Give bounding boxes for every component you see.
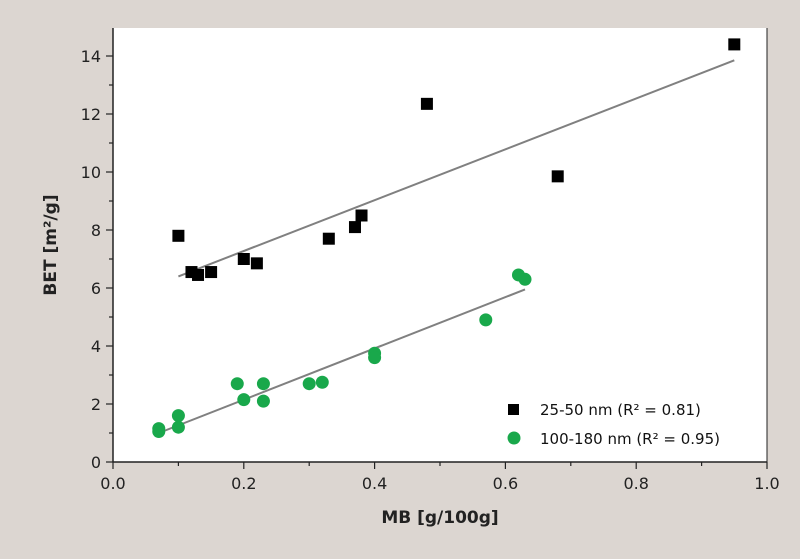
legend-marker-square xyxy=(508,404,519,415)
data-point-circle xyxy=(368,351,382,365)
data-point-square xyxy=(205,266,218,279)
data-point-circle xyxy=(171,409,185,423)
y-tick-label: 4 xyxy=(91,337,101,356)
fit-line-1 xyxy=(158,288,526,434)
x-tick-label: 0.2 xyxy=(231,474,256,493)
data-point-square xyxy=(355,209,368,222)
legend-label-100-180: 100-180 nm (R² = 0.95) xyxy=(540,430,720,448)
data-point-circle xyxy=(256,377,270,391)
data-point-square xyxy=(322,232,335,245)
data-point-square xyxy=(192,268,205,281)
data-point-circle xyxy=(302,377,316,391)
y-tick-label: 12 xyxy=(81,105,101,124)
y-tick-label: 10 xyxy=(81,163,101,182)
data-point-square xyxy=(172,229,185,242)
x-tick-label: 0.0 xyxy=(100,474,125,493)
data-point-circle xyxy=(171,420,185,434)
data-point-circle xyxy=(518,272,532,286)
data-point-circle xyxy=(479,313,493,327)
data-point-circle xyxy=(256,394,270,408)
legend-label-25-50: 25-50 nm (R² = 0.81) xyxy=(540,401,701,419)
y-tick-label: 2 xyxy=(91,395,101,414)
data-point-square xyxy=(551,170,564,183)
y-tick-label: 14 xyxy=(81,47,101,66)
y-tick-label: 6 xyxy=(91,279,101,298)
legend: 25-50 nm (R² = 0.81) 100-180 nm (R² = 0.… xyxy=(507,401,720,448)
data-point-square xyxy=(420,97,433,110)
x-tick-label: 1.0 xyxy=(754,474,779,493)
fit-line-0 xyxy=(178,59,735,278)
x-tick-label: 0.4 xyxy=(362,474,387,493)
data-point-circle xyxy=(152,422,166,436)
data-point-circle xyxy=(315,375,329,389)
y-tick-label: 8 xyxy=(91,221,101,240)
data-point-square xyxy=(250,257,263,270)
data-point-circle xyxy=(230,377,244,391)
x-tick-label: 0.6 xyxy=(493,474,518,493)
x-tick-label: 0.8 xyxy=(623,474,648,493)
y-axis-label: BET [m²/g] xyxy=(41,194,61,295)
y-tick-label: 0 xyxy=(91,453,101,472)
data-point-square xyxy=(348,221,361,234)
data-point-circle xyxy=(237,393,251,407)
x-axis-label: MB [g/100g] xyxy=(381,508,498,528)
legend-marker-circle xyxy=(507,431,521,445)
plot-area xyxy=(113,28,767,462)
data-point-square xyxy=(728,38,741,51)
data-point-square xyxy=(237,253,250,265)
